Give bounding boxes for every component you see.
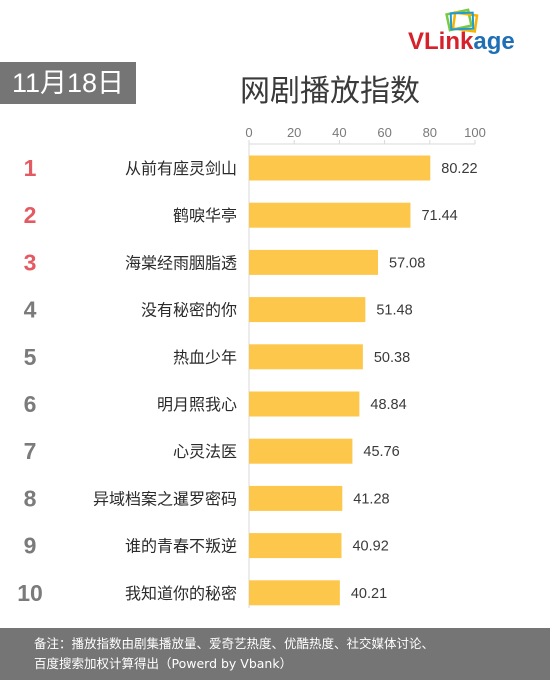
value-label: 51.48: [376, 303, 412, 319]
vlinkage-logo: VLinkage: [408, 8, 540, 58]
logo-text-ink: ink: [438, 28, 474, 55]
rank-number: 8: [24, 485, 37, 511]
rank-number: 5: [24, 344, 37, 370]
category-label: 鹤唳华亭: [173, 206, 237, 225]
rank-number: 4: [24, 297, 37, 323]
x-tick-label: 0: [245, 125, 252, 140]
bar: [249, 155, 431, 181]
category-label: 我知道你的秘密: [125, 584, 237, 603]
rank-number: 7: [24, 438, 37, 464]
x-tick-label: 100: [464, 125, 486, 140]
value-label: 50.38: [374, 350, 410, 366]
logo-text: VLinkage: [408, 28, 515, 56]
bar: [249, 533, 342, 559]
value-label: 48.84: [370, 397, 406, 413]
category-label: 异域档案之暹罗密码: [93, 489, 237, 508]
value-label: 57.08: [389, 255, 425, 271]
category-label: 热血少年: [173, 348, 237, 367]
category-label: 海棠经雨胭脂透: [125, 253, 237, 272]
logo-frames-icon: [445, 8, 479, 33]
bar: [249, 438, 353, 464]
bar: [249, 344, 363, 370]
category-label: 明月照我心: [157, 395, 237, 414]
category-label: 谁的青春不叛逆: [125, 537, 237, 556]
footer-line-2: 百度搜索加权计算得出（Powerd by Vbank）: [34, 656, 293, 671]
bar: [249, 580, 340, 606]
category-label: 从前有座灵剑山: [125, 159, 237, 178]
bar: [249, 249, 379, 275]
rank-number: 9: [24, 533, 37, 559]
value-label: 45.76: [363, 444, 399, 460]
rank-number: 1: [24, 155, 37, 181]
value-label: 40.21: [351, 586, 387, 602]
logo-text-vl: VL: [408, 28, 439, 55]
value-label: 41.28: [353, 491, 389, 507]
value-label: 40.92: [352, 539, 388, 555]
chart-title: 网剧播放指数: [240, 74, 420, 109]
footer-line-1: 备注：播放指数由剧集播放量、爱奇艺热度、优酷热度、社交媒体讨论、: [34, 636, 435, 651]
x-tick-label: 80: [423, 125, 437, 140]
rank-number: 3: [24, 249, 37, 275]
x-tick-label: 20: [287, 125, 301, 140]
value-label: 71.44: [421, 208, 457, 224]
bar-chart: 0 20 40 60 80 100 1 从前有座灵剑山 80.22 2 鹤唳华亭 71.44 3 海棠经雨…: [17, 125, 486, 608]
x-tick-label: 40: [332, 125, 346, 140]
date-badge: 11月18日: [0, 62, 136, 104]
rank-number: 10: [17, 580, 43, 606]
x-tick-label: 60: [377, 125, 391, 140]
value-label: 80.22: [441, 161, 477, 177]
category-label: 没有秘密的你: [141, 301, 237, 320]
rank-number: 2: [24, 202, 37, 228]
bar: [249, 202, 411, 228]
bar: [249, 485, 343, 511]
footer-note: 备注：播放指数由剧集播放量、爱奇艺热度、优酷热度、社交媒体讨论、 百度搜索加权计…: [0, 628, 550, 680]
bar: [249, 297, 366, 323]
logo-text-age: age: [473, 28, 515, 55]
rank-number: 6: [24, 391, 37, 417]
bar: [249, 391, 360, 417]
category-label: 心灵法医: [173, 442, 237, 461]
